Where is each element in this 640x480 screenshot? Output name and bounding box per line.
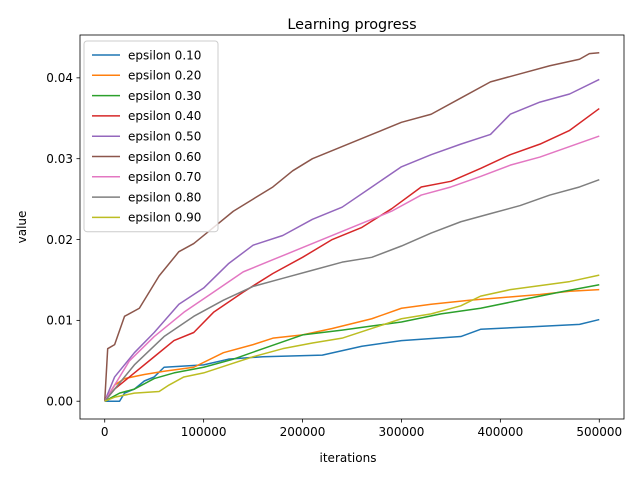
series-line-5 xyxy=(103,52,600,402)
series-line-7 xyxy=(104,179,600,402)
plot-area xyxy=(103,52,600,402)
x-tick-label: 500000 xyxy=(576,425,622,439)
legend-label-7: epsilon 0.80 xyxy=(128,190,201,204)
legend-label-3: epsilon 0.40 xyxy=(128,109,201,123)
y-tick-label: 0.03 xyxy=(46,152,73,166)
y-tick-label: 0.01 xyxy=(46,314,73,328)
legend-label-5: epsilon 0.60 xyxy=(128,150,201,164)
legend: epsilon 0.10 epsilon 0.20 epsilon 0.30 epsi… xyxy=(83,40,219,233)
series-line-3 xyxy=(104,107,600,402)
x-tick-label: 200000 xyxy=(280,425,326,439)
x-tick-label: 400000 xyxy=(477,425,523,439)
legend-label-2: epsilon 0.30 xyxy=(128,89,201,103)
x-axis-label: iterations xyxy=(320,451,377,465)
legend-label-8: epsilon 0.90 xyxy=(128,211,201,225)
series-line-8 xyxy=(104,274,600,402)
x-axis: 0 100000 200000 300000 400000 500000 xyxy=(101,419,622,439)
legend-label-1: epsilon 0.20 xyxy=(128,69,201,83)
legend-box xyxy=(83,40,219,233)
y-tick-label: 0.00 xyxy=(46,395,73,409)
series-line-4 xyxy=(104,78,600,402)
y-axis-label: value xyxy=(15,211,29,244)
y-tick-label: 0.02 xyxy=(46,233,73,247)
legend-label-4: epsilon 0.50 xyxy=(128,130,201,144)
y-tick-label: 0.04 xyxy=(46,71,73,85)
y-axis: 0.00 0.01 0.02 0.03 0.04 xyxy=(46,71,80,409)
series-line-6 xyxy=(104,135,600,402)
x-tick-label: 0 xyxy=(101,425,109,439)
legend-label-6: epsilon 0.70 xyxy=(128,170,201,184)
chart-title: Learning progress xyxy=(287,17,416,33)
legend-label-0: epsilon 0.10 xyxy=(128,48,201,62)
plot-frame xyxy=(79,34,625,420)
x-tick-label: 300000 xyxy=(379,425,425,439)
x-tick-label: 100000 xyxy=(181,425,227,439)
series-line-2 xyxy=(104,284,600,402)
